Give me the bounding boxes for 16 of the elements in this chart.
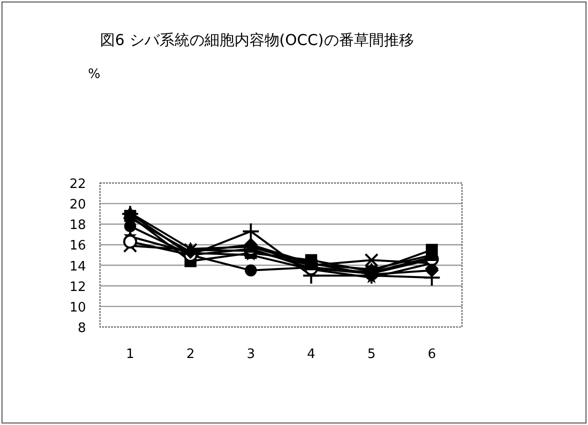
- text: %: [88, 67, 100, 82]
- y-tick-label: 8: [78, 321, 86, 336]
- x-tick-label: 5: [367, 347, 376, 362]
- y-tick-label: 18: [69, 218, 86, 234]
- chart-title: 図6 シバ系統の細胞内容物(OCC)の番草間推移: [100, 31, 414, 49]
- x-tick-label: 4: [307, 347, 316, 362]
- y-tick-label: 16: [69, 238, 86, 254]
- x-tick-label: 1: [126, 347, 134, 362]
- y-tick-label: 12: [69, 280, 86, 295]
- y-tick-label: 22: [69, 177, 86, 192]
- y-tick-label: 20: [69, 198, 86, 213]
- x-tick-label: 2: [186, 347, 195, 362]
- y-tick-label: 14: [69, 259, 86, 274]
- x-tick-label: 3: [246, 347, 255, 362]
- y-tick-label: 10: [69, 300, 86, 316]
- x-tick-label: 6: [428, 347, 436, 362]
